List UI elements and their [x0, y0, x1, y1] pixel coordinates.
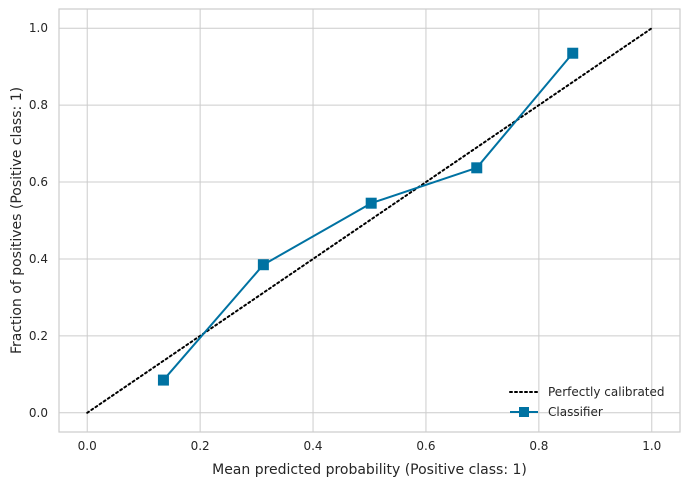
classifier-point: [567, 47, 579, 59]
series: [86, 27, 653, 414]
classifier-point: [157, 374, 169, 386]
legend: Perfectly calibrated Classifier: [509, 385, 665, 419]
perfectly-calibrated-line: [86, 27, 653, 414]
legend-marker-classifier: [519, 407, 529, 417]
classifier-point: [365, 197, 377, 209]
classifier-point: [471, 162, 483, 174]
y-tick-label: 1.0: [29, 21, 48, 35]
legend-label-classifier: Classifier: [548, 405, 603, 419]
x-tick-label: 0.2: [191, 439, 210, 453]
classifier-point: [257, 259, 269, 271]
y-tick-label: 0.8: [29, 98, 48, 112]
x-tick-label: 0.8: [529, 439, 548, 453]
y-tick-label: 0.2: [29, 329, 48, 343]
x-tick-label: 0.4: [303, 439, 322, 453]
tick-labels: 0.0 0.2 0.4 0.6 0.8 1.0 0.0 0.2 0.4 0.6 0.8 1.0: [29, 21, 661, 453]
x-tick-label: 1.0: [642, 439, 661, 453]
y-tick-label: 0.6: [29, 175, 48, 189]
legend-label-perfectly-calibrated: Perfectly calibrated: [548, 385, 665, 399]
x-tick-label: 0.0: [78, 439, 97, 453]
x-axis-label: Mean predicted probability (Positive cla…: [212, 462, 527, 478]
y-tick-label: 0.0: [29, 406, 48, 420]
plot-frame: [58, 8, 681, 433]
classifier-line: [162, 52, 574, 381]
x-tick-label: 0.6: [416, 439, 435, 453]
y-axis-label: Fraction of positives (Positive class: 1…: [9, 87, 25, 354]
y-tick-label: 0.4: [29, 252, 48, 266]
grid: [59, 9, 680, 432]
